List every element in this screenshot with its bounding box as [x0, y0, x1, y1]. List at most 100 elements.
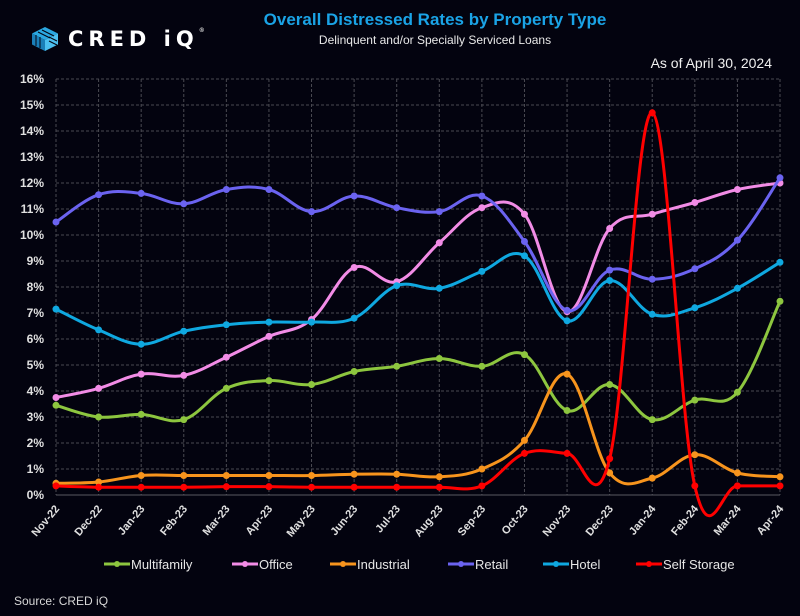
- retail-point: [180, 200, 188, 208]
- self-storage-point: [435, 483, 443, 491]
- x-tick-label: Jan-24: [627, 503, 659, 538]
- industrial-point: [393, 470, 401, 478]
- self-storage-point: [520, 449, 528, 457]
- hotel-point: [393, 282, 401, 290]
- hotel-point: [606, 277, 614, 284]
- retail-point: [478, 192, 486, 200]
- hotel-point: [776, 258, 784, 266]
- multifamily-point: [776, 297, 784, 305]
- industrial-point: [563, 370, 571, 378]
- retail-point: [308, 208, 316, 216]
- multifamily-point: [648, 416, 656, 424]
- y-tick-label: 16%: [20, 72, 44, 86]
- legend-marker: [646, 561, 652, 567]
- industrial-point: [691, 451, 699, 459]
- retail-point: [265, 186, 273, 193]
- industrial-point: [733, 469, 741, 477]
- office-point: [435, 239, 443, 247]
- office-point: [478, 204, 486, 212]
- industrial-point: [350, 470, 358, 478]
- y-tick-label: 15%: [20, 98, 44, 112]
- x-tick-label: Dec-23: [584, 503, 616, 538]
- x-tick-label: Jul-23: [373, 503, 403, 535]
- legend-item-retail[interactable]: Retail: [448, 557, 508, 572]
- legend-marker: [242, 561, 248, 567]
- x-tick-label: Feb-24: [669, 503, 702, 539]
- industrial-point: [180, 472, 188, 479]
- retail-point: [222, 186, 230, 193]
- industrial-point: [308, 472, 316, 479]
- x-tick-label: Feb-23: [158, 503, 190, 538]
- legend-label: Hotel: [570, 557, 600, 572]
- industrial-point: [776, 473, 784, 481]
- retail-point: [137, 189, 145, 197]
- legend-item-multifamily[interactable]: Multifamily: [104, 557, 193, 572]
- self-storage-point: [350, 483, 358, 491]
- y-tick-label: 4%: [27, 384, 45, 398]
- hotel-point: [520, 252, 528, 260]
- series-retail: [52, 174, 784, 314]
- office-point: [95, 384, 103, 392]
- y-tick-label: 10%: [20, 228, 44, 242]
- y-tick-label: 7%: [27, 306, 45, 320]
- source-note: Source: CRED iQ: [14, 594, 109, 608]
- legend-marker: [114, 561, 120, 567]
- x-tick-label: Mar-23: [201, 503, 233, 538]
- y-tick-label: 3%: [27, 410, 45, 424]
- industrial-point: [222, 472, 230, 479]
- multifamily-point: [137, 410, 145, 418]
- office-point: [520, 210, 528, 218]
- office-point: [180, 371, 188, 379]
- multifamily-point: [691, 396, 699, 404]
- y-tick-label: 5%: [27, 358, 45, 372]
- x-tick-label: Apr-24: [755, 503, 787, 538]
- retail-point: [520, 238, 528, 245]
- industrial-point: [137, 472, 145, 479]
- legend-item-hotel[interactable]: Hotel: [543, 557, 600, 572]
- hotel-point: [648, 310, 656, 318]
- multifamily-point: [435, 355, 443, 362]
- retail-point: [776, 174, 784, 182]
- legend-label: Office: [259, 557, 293, 572]
- office-point: [733, 186, 741, 193]
- office-point: [606, 225, 614, 232]
- y-tick-label: 6%: [27, 332, 45, 346]
- legend-item-office[interactable]: Office: [232, 557, 293, 572]
- self-storage-point: [137, 483, 145, 491]
- self-storage-point: [691, 482, 699, 490]
- hotel-point: [563, 317, 571, 325]
- multifamily-point: [393, 362, 401, 370]
- cube-logo-icon: [32, 27, 58, 51]
- multifamily-point: [52, 401, 60, 409]
- hotel-point: [222, 321, 230, 329]
- hotel-point: [478, 267, 486, 275]
- self-storage-point: [95, 483, 103, 491]
- series-self-storage: [52, 109, 784, 518]
- cred-iq-logo: CRED iQ®: [30, 26, 205, 52]
- legend-item-industrial[interactable]: Industrial: [330, 557, 410, 572]
- self-storage-point: [606, 455, 614, 463]
- industrial-point: [478, 465, 486, 473]
- legend: Multifamily Office Industrial Retail Hotel Se…: [104, 557, 735, 572]
- industrial-line: [55, 372, 781, 486]
- x-tick-label: May-23: [285, 503, 318, 539]
- y-tick-label: 12%: [20, 176, 44, 190]
- y-tick-label: 9%: [27, 254, 45, 268]
- office-point: [265, 332, 273, 340]
- retail-point: [393, 204, 401, 212]
- x-tick-label: Jun-23: [328, 503, 360, 538]
- self-storage-point: [308, 483, 316, 491]
- self-storage-point: [52, 482, 60, 490]
- office-point: [648, 210, 656, 218]
- series-industrial: [52, 370, 784, 487]
- y-tick-label: 1%: [27, 462, 45, 476]
- brand-name: CRED iQ®: [68, 27, 205, 51]
- legend-label: Industrial: [357, 557, 410, 572]
- y-axis: 0% 1% 2% 3% 4% 5% 6% 7% 8% 9% 10% 11% 12% 13% 14% 15% 16…: [20, 72, 44, 502]
- hotel-point: [52, 305, 60, 313]
- y-tick-label: 13%: [20, 150, 44, 164]
- x-tick-label: Sep-23: [456, 503, 488, 538]
- hotel-point: [733, 284, 741, 292]
- legend-item-self-storage[interactable]: Self Storage: [636, 557, 735, 572]
- self-storage-point: [180, 483, 188, 491]
